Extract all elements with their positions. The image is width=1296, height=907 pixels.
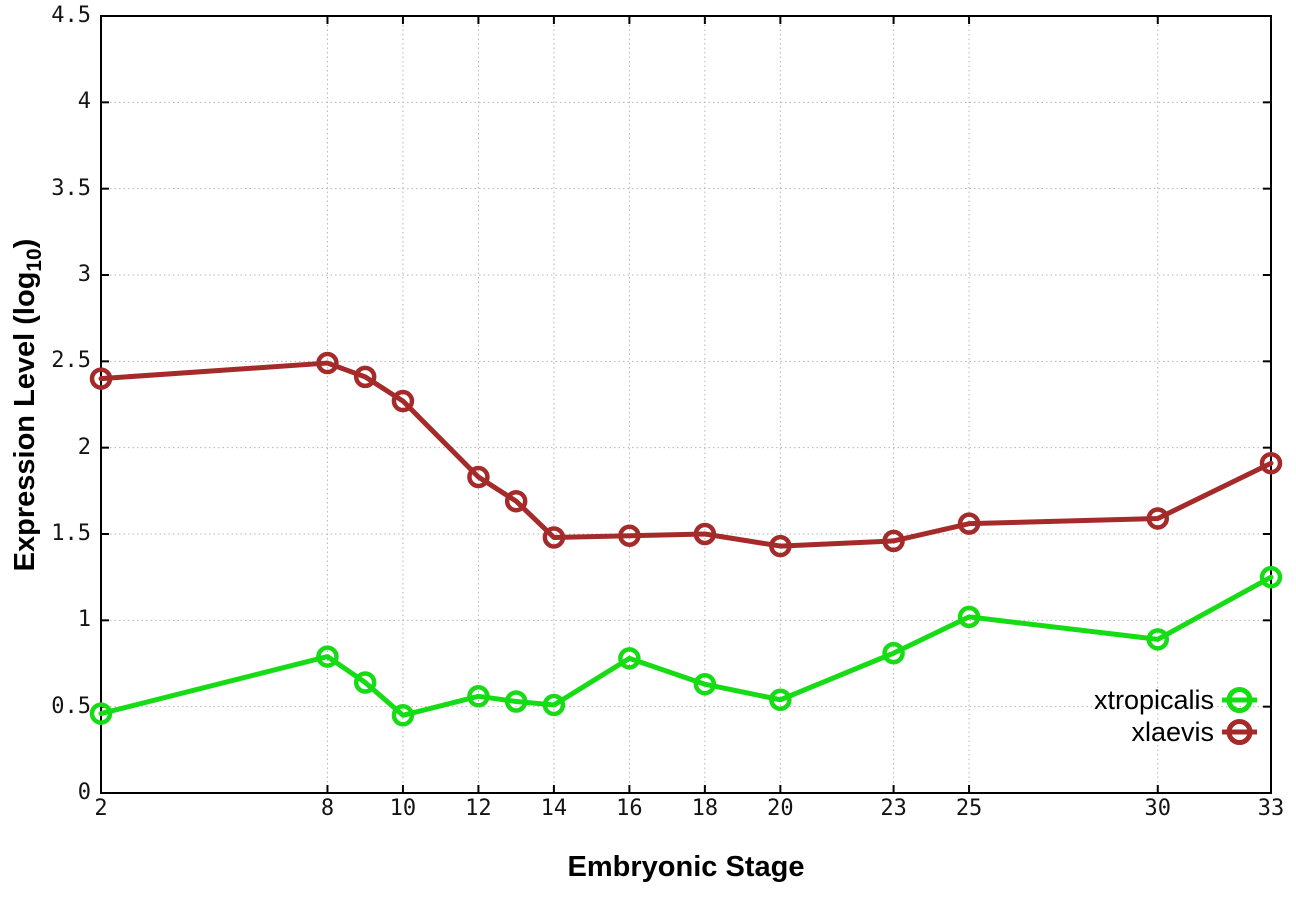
y-tick-label: 2 [77, 434, 91, 460]
data-point-xtropicalis [693, 672, 717, 696]
x-tick-label: 20 [767, 796, 794, 821]
data-point-xlaevis [769, 534, 792, 558]
x-tick-label: 23 [880, 796, 907, 821]
data-point-xtropicalis [882, 641, 905, 665]
x-tick-label: 2 [94, 796, 108, 821]
data-point-xtropicalis [391, 704, 415, 727]
data-point-xlaevis [618, 524, 641, 547]
data-point-xlaevis [353, 365, 377, 389]
data-point-xlaevis [89, 367, 113, 390]
data-point-xtropicalis [467, 685, 490, 708]
data-point-xtropicalis [353, 671, 377, 694]
data-point-xlaevis [957, 512, 981, 535]
x-tick-label: 33 [1257, 796, 1285, 821]
data-point-xlaevis [542, 526, 566, 549]
data-point-xlaevis [882, 529, 905, 553]
legend-marker-xtropicalis [1226, 687, 1253, 713]
data-point-xlaevis [316, 351, 339, 375]
data-point-xtropicalis [316, 645, 339, 668]
series-line-xlaevis [98, 360, 1274, 549]
data-point-xtropicalis [618, 647, 641, 670]
legend-label-xlaevis: xlaevis [1131, 717, 1214, 747]
data-point-xtropicalis [504, 690, 528, 713]
data-point-xlaevis [504, 489, 528, 513]
data-point-xtropicalis [957, 605, 981, 629]
y-tick-label: 1.5 [51, 521, 91, 546]
x-tick-label: 25 [955, 796, 983, 821]
y-tick-label: 2.5 [51, 348, 91, 374]
x-tick-label: 30 [1144, 796, 1172, 821]
data-point-xtropicalis [769, 688, 792, 712]
data-point-xtropicalis [89, 702, 113, 725]
plot-border [100, 15, 1272, 794]
data-point-xlaevis [1259, 451, 1283, 475]
legend-label-xtropicalis: xtropicalis [1093, 685, 1214, 715]
x-tick-label: 10 [389, 796, 417, 821]
y-tick-label: 0 [77, 780, 91, 805]
data-point-xtropicalis [1259, 565, 1283, 589]
x-tick-label: 8 [320, 796, 335, 821]
y-tick-label: 1 [77, 607, 91, 633]
data-point-xtropicalis [1146, 628, 1170, 651]
data-point-xlaevis [467, 465, 490, 489]
data-point-xlaevis [693, 522, 717, 546]
y-tick-label: 3.5 [51, 175, 91, 201]
data-point-xlaevis [391, 389, 415, 413]
y-tick-label: 4.5 [51, 3, 91, 28]
x-tick-label: 12 [465, 796, 492, 821]
y-tick-label: 0.5 [51, 693, 91, 719]
x-axis-title: Embryonic Stage [567, 851, 805, 883]
y-tick-label: 3 [77, 262, 91, 287]
x-tick-label: 16 [616, 796, 643, 821]
y-tick-label: 4 [77, 89, 91, 115]
data-point-xtropicalis [542, 693, 566, 717]
x-tick-label: 18 [691, 796, 719, 821]
y-axis-title-close: ) [9, 238, 42, 249]
x-tick-label: 14 [540, 796, 568, 821]
data-point-xlaevis [1146, 507, 1170, 530]
legend-marker-xlaevis [1226, 719, 1253, 745]
